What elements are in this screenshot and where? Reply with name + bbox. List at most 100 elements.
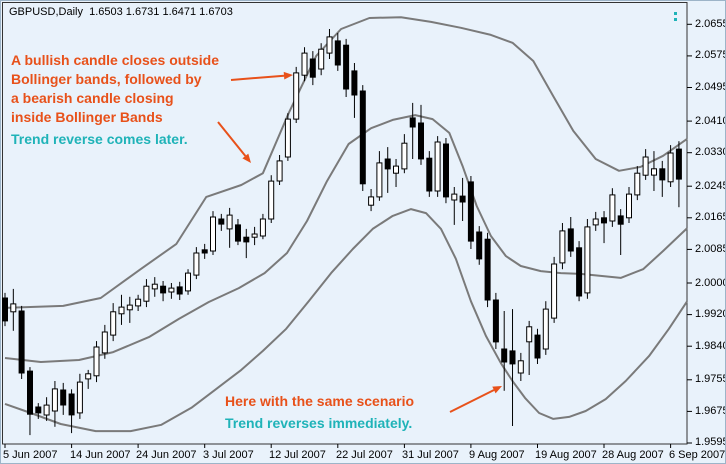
annotation-note-1: A bullish candle closes outside Bollinge… [11,51,219,149]
bullish-candle [526,326,533,343]
bullish-candle [226,214,233,230]
bearish-candle [243,236,250,243]
bullish-candle [259,218,266,237]
bullish-candle [651,168,657,176]
bullish-candle [634,172,641,196]
annotation-line: inside Bollinger Bands [11,109,163,125]
bearish-candle [160,285,167,294]
bullish-candle [326,36,333,54]
price-axis-label: 2.0655 [695,18,726,30]
bearish-candle [18,310,25,374]
bearish-candle [501,348,508,363]
immediate-reverse-arrow-head [492,386,502,394]
bearish-candle [509,350,516,365]
time-axis-label: 28 Aug 2007 [602,449,664,461]
time-axis-label: 12 Jul 2007 [269,449,326,461]
time-axis-label: 31 Jul 2007 [402,449,459,461]
bullish-candle [135,298,142,307]
annotation-subline: Trend reverses immediately. [225,415,413,431]
price-axis-label: 2.0245 [695,180,726,192]
price-axis-label: 2.0000 [695,277,726,289]
time-axis-label: 24 Jun 2007 [136,449,197,461]
bullish-candle [85,373,92,380]
price-axis-label: 1.9755 [695,373,726,385]
outside-close-arrow-head [283,71,293,80]
bullish-candle [401,142,408,170]
bearish-candle [309,58,316,78]
bullish-candle [276,160,283,182]
annotation-subline: Trend reverse comes later. [11,131,188,147]
outside-close-arrow [230,74,285,81]
bearish-candle [476,231,483,260]
bearish-candle [343,44,350,90]
bearish-candle [675,148,682,180]
bearish-candle [27,370,33,415]
bearish-candle [35,406,42,414]
annotation-note-2: Here with the same scenario Trend revers… [225,392,414,433]
upper-bollinger-band [4,16,688,309]
chart-symbol-title: GBPUSD,Daily 1.6503 1.6731 1.6471 1.6703 [9,6,233,18]
price-axis-label: 2.0330 [695,146,726,158]
bearish-candle [334,40,341,66]
bearish-candle [2,297,8,322]
time-axis-label: 9 Aug 2007 [469,449,525,461]
bearish-candle [467,181,474,242]
price-axis-label: 2.0165 [695,211,726,223]
bullish-candle [110,311,117,336]
bullish-candle [151,283,158,290]
bearish-candle [534,334,541,359]
bullish-candle [376,162,383,198]
bearish-candle [409,117,416,128]
bearish-candle [359,90,366,185]
bullish-candle [93,346,100,377]
bullish-candle [434,141,441,192]
bullish-candle [642,156,649,176]
bullish-candle [517,360,524,374]
time-axis-label: 6 Sep 2007 [669,449,726,461]
bullish-candle [10,303,17,313]
bearish-candle [459,195,466,203]
price-axis-label: 1.9840 [695,340,726,352]
bullish-candle [293,72,300,120]
bearish-candle [60,389,67,406]
price-axis-label: 2.0410 [695,115,726,127]
bullish-candle [626,193,632,219]
bullish-candle [393,165,399,174]
bullish-candle [609,194,616,222]
bullish-candle [451,193,458,201]
bearish-candle [351,70,358,96]
price-marker-dot [674,12,677,15]
bullish-candle [318,48,325,70]
bullish-candle [559,230,566,264]
bearish-candle [567,228,574,252]
time-axis-label: 3 Jul 2007 [203,449,254,461]
time-axis-label: 5 Jun 2007 [3,449,58,461]
time-axis-label: 22 Jul 2007 [336,449,393,461]
bearish-candle [443,143,449,198]
bearish-candle [601,217,607,224]
bullish-candle [118,306,125,315]
bullish-candle [551,263,558,319]
bullish-candle [542,308,549,350]
bullish-candle [193,252,200,276]
bearish-candle [426,157,433,192]
bearish-candle [384,158,391,170]
plot-border [2,2,688,445]
bearish-candle [68,393,75,416]
bearish-candle [492,299,499,343]
bullish-candle [368,196,375,206]
price-axis-label: 1.9675 [695,405,726,417]
annotation-line: A bullish candle closes outside [11,52,219,68]
time-axis-label: 19 Aug 2007 [535,449,597,461]
bearish-candle [218,218,225,225]
bullish-candle [251,233,258,238]
bullish-candle [284,118,291,158]
bearish-candle [484,238,491,301]
bearish-candle [576,247,583,297]
price-marker-dot [674,18,677,21]
bullish-candle [101,331,108,354]
bearish-candle [617,215,624,225]
reverse-later-arrow [217,121,247,157]
price-axis-label: 1.9920 [695,308,726,320]
